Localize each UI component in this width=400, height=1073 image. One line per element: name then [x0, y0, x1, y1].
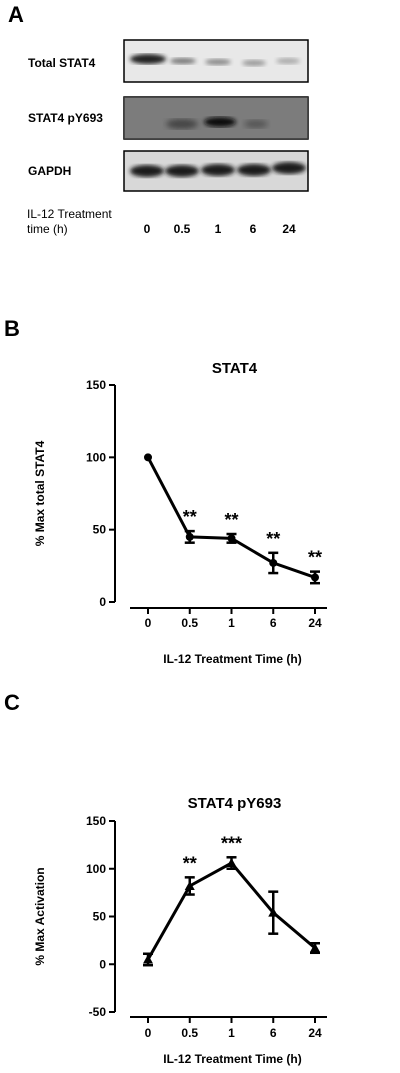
treatment-label-line1: IL-12 Treatment	[27, 207, 112, 221]
y-tick-label: 150	[86, 814, 106, 828]
blot-label-total-stat4: Total STAT4	[28, 56, 96, 70]
blot-label-gapdh: GAPDH	[28, 164, 72, 178]
data-point	[268, 907, 279, 917]
series-line	[146, 861, 316, 961]
blot-gapdh	[123, 150, 309, 192]
y-tick-label: 150	[86, 378, 106, 392]
panel-c-letter: C	[4, 690, 20, 715]
y-tick-label: 0	[99, 595, 106, 609]
x-tick-label: 0	[145, 1026, 152, 1040]
chart-stat4-py693: STAT4 pY693 -50 0 50 100 150 0 0.5 1 6 24 IL-12 Tre…	[33, 795, 327, 1066]
lane-label-0: 0	[143, 222, 151, 236]
y-axis-label: % Max total STAT4	[33, 440, 47, 546]
significance-label: **	[183, 507, 197, 527]
panel-a-letter: A	[8, 2, 24, 27]
data-point	[144, 453, 152, 462]
y-tick-label: 50	[93, 910, 107, 924]
data-point	[269, 558, 278, 567]
lane-label-1: 1	[214, 222, 222, 236]
lane-label-6: 6	[249, 222, 257, 236]
data-point	[310, 943, 320, 953]
y-axis-label: % Max Activation	[33, 867, 47, 965]
y-tick-label: 0	[99, 957, 106, 971]
x-tick-label: 0.5	[181, 616, 198, 630]
y-tick-label: 50	[93, 523, 107, 537]
data-point	[227, 534, 236, 543]
chart-title: STAT4 pY693	[188, 795, 282, 812]
lane-label-24: 24	[282, 222, 296, 236]
chart-stat4: STAT4 0 50 100 150 0 0.5 1 6 24 IL-12 Treatment Ti…	[33, 360, 327, 666]
y-tick-label: 100	[86, 450, 106, 464]
x-tick-label: 24	[308, 616, 322, 630]
x-tick-label: 6	[270, 1026, 277, 1040]
x-tick-label: 24	[308, 1026, 322, 1040]
data-point	[184, 880, 195, 890]
x-tick-label: 1	[228, 616, 235, 630]
data-point	[143, 954, 153, 964]
x-axis-label: IL-12 Treatment Time (h)	[163, 652, 301, 666]
y-tick-label: -50	[89, 1005, 107, 1019]
blot-total-stat4	[123, 39, 309, 83]
panel-b-letter: B	[4, 316, 20, 341]
significance-label: **	[308, 548, 322, 568]
significance-label: **	[224, 510, 238, 530]
data-point	[226, 858, 237, 868]
blot-label-stat4-py693: STAT4 pY693	[28, 111, 103, 125]
x-tick-label: 6	[270, 616, 277, 630]
treatment-label-line2: time (h)	[27, 222, 68, 236]
data-point	[185, 532, 194, 541]
x-tick-label: 1	[228, 1026, 235, 1040]
western-blot-image	[123, 39, 309, 192]
blot-stat4-py693	[123, 96, 309, 140]
significance-label: ***	[221, 833, 242, 853]
data-point	[311, 573, 319, 582]
y-tick-label: 100	[86, 862, 106, 876]
significance-label: **	[266, 529, 280, 549]
lane-label-0.5: 0.5	[173, 222, 191, 236]
x-tick-label: 0.5	[181, 1026, 198, 1040]
x-tick-label: 0	[145, 616, 152, 630]
significance-label: **	[183, 853, 197, 873]
x-axis-label: IL-12 Treatment Time (h)	[163, 1052, 301, 1066]
chart-title: STAT4	[212, 360, 258, 377]
